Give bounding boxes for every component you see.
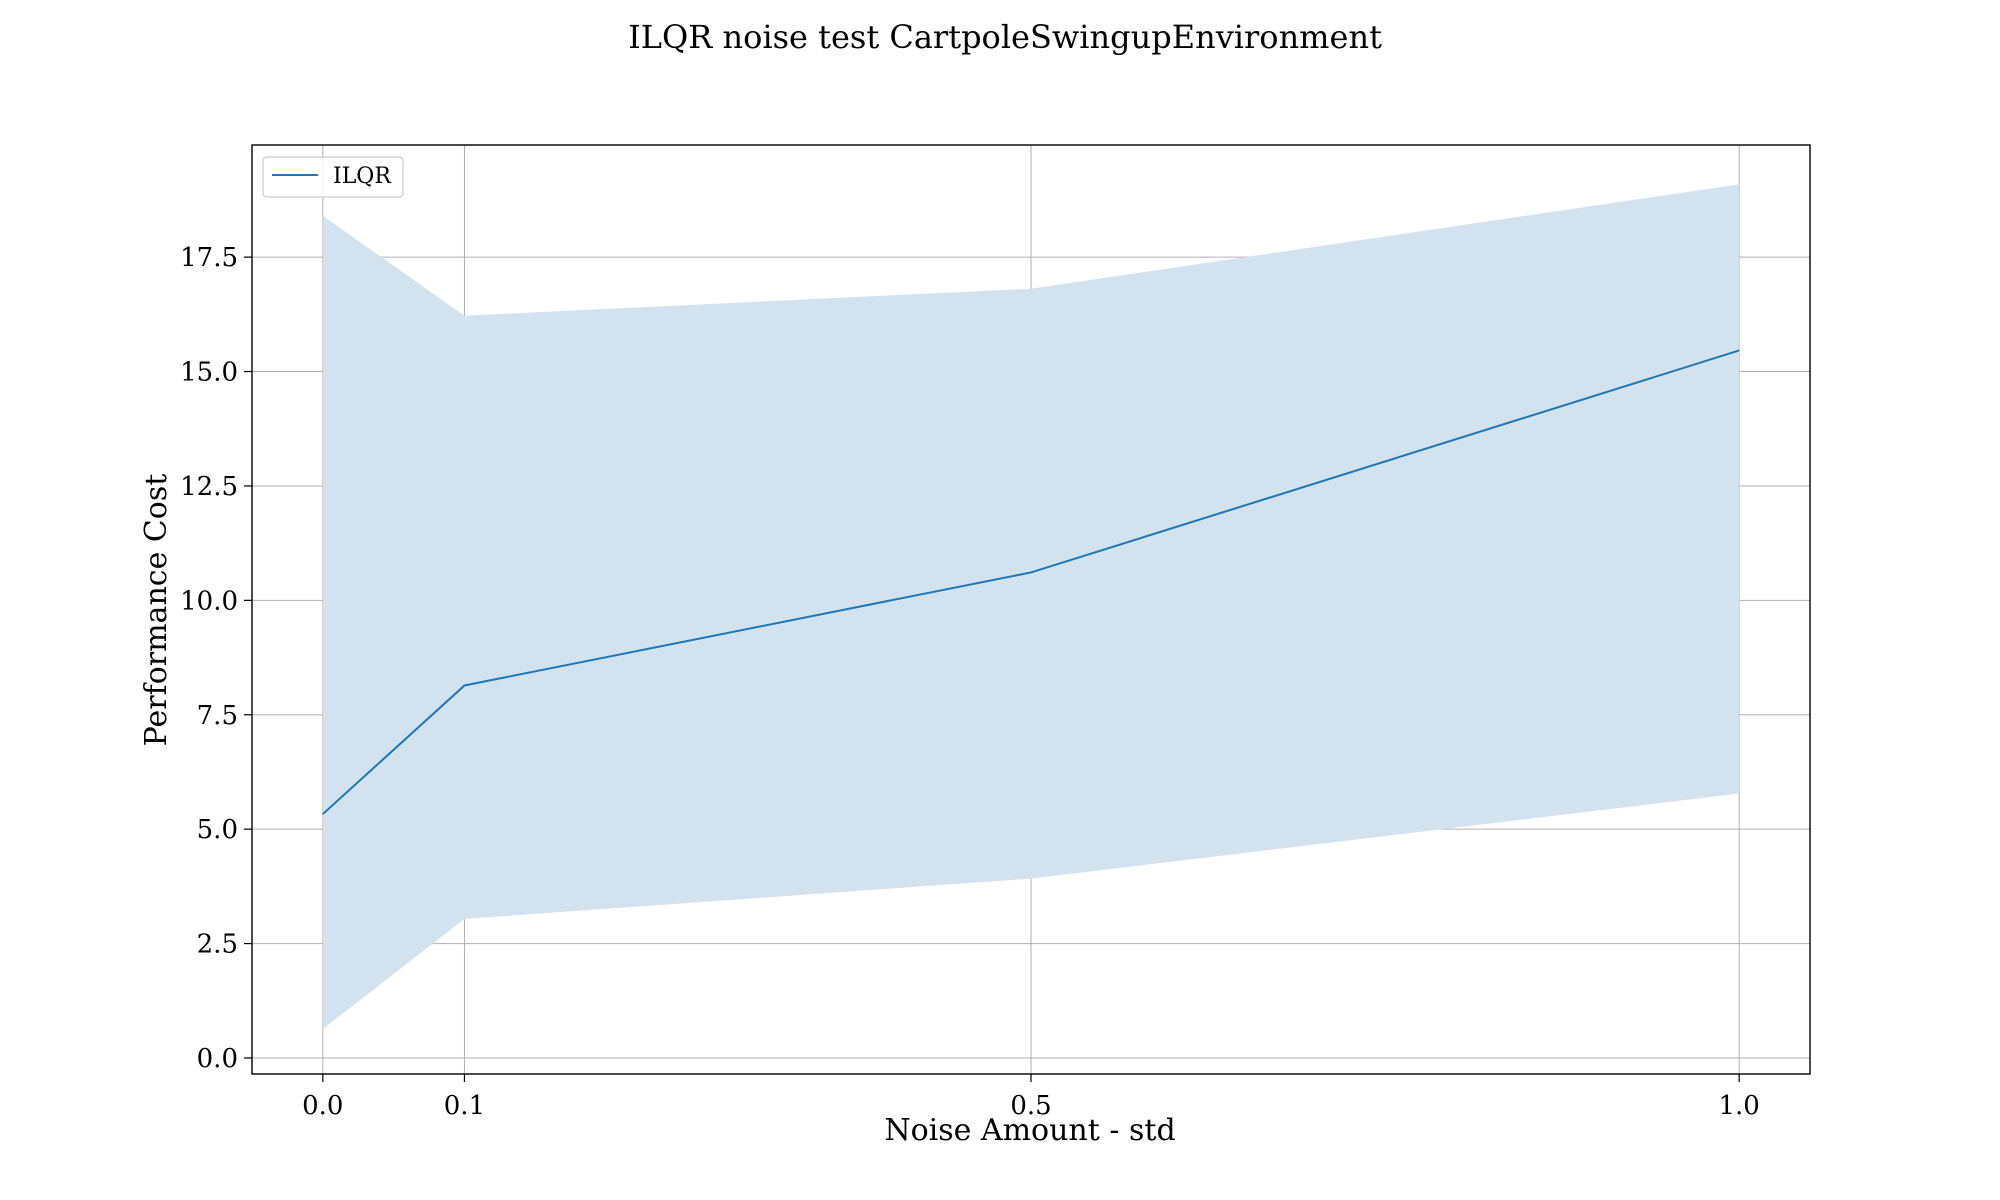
y-axis-label: Performance Cost xyxy=(139,474,174,747)
legend: ILQR xyxy=(262,156,404,198)
x-tick-label: 0.5 xyxy=(1010,1091,1051,1121)
x-tick-label: 0.0 xyxy=(302,1091,343,1121)
legend-box xyxy=(262,156,404,198)
y-tick-label: 7.5 xyxy=(197,701,238,731)
y-tick-label: 2.5 xyxy=(197,930,238,960)
y-tick-label: 5.0 xyxy=(197,815,238,845)
x-tick-label: 0.1 xyxy=(444,1091,485,1121)
y-tick-label: 10.0 xyxy=(180,586,238,616)
x-tick-label: 1.0 xyxy=(1719,1091,1760,1121)
confidence-band xyxy=(322,184,1740,1030)
y-tick-label: 0.0 xyxy=(197,1044,238,1074)
legend-label: ILQR xyxy=(333,164,392,189)
series-lines xyxy=(322,349,1740,815)
confidence-band-area xyxy=(322,184,1740,1030)
x-axis-label: Noise Amount - std xyxy=(884,1113,1175,1148)
x-axis-ticks: 0.0 0.1 0.5 1.0 xyxy=(302,1074,1760,1121)
y-tick-label: 12.5 xyxy=(180,472,238,502)
chart-title: ILQR noise test CartpoleSwingupEnvironme… xyxy=(628,18,1382,56)
y-tick-label: 17.5 xyxy=(180,243,238,273)
y-tick-label: 15.0 xyxy=(180,358,238,388)
y-axis-ticks: 0.0 2.5 5.0 7.5 10.0 12.5 15.0 17.5 xyxy=(180,243,252,1074)
series-line-ilqr xyxy=(322,349,1740,815)
